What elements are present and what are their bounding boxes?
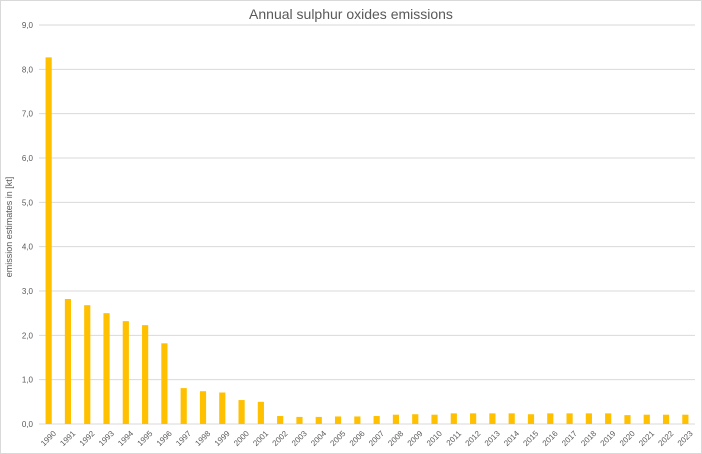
x-tick-label: 2001 xyxy=(251,429,270,448)
x-tick-label: 2006 xyxy=(348,429,367,448)
bar-1990 xyxy=(45,57,52,424)
x-tick-label: 1994 xyxy=(116,429,135,448)
bar-2022 xyxy=(662,414,670,424)
x-tick-label: 2021 xyxy=(637,429,656,448)
gridlines xyxy=(39,24,695,425)
x-tick-label: 2012 xyxy=(464,429,483,448)
bar-2002 xyxy=(277,416,284,424)
bar-2009 xyxy=(412,414,419,424)
x-tick-label: 2010 xyxy=(425,429,444,448)
bar-2005 xyxy=(334,416,342,424)
bar-1997 xyxy=(180,388,187,424)
chart-title: Annual sulphur oxides emissions xyxy=(249,6,453,22)
x-tick-label: 1995 xyxy=(136,429,155,448)
bar-1996 xyxy=(161,343,168,424)
bar-2018 xyxy=(585,413,592,424)
bar-2001 xyxy=(257,401,264,424)
x-tick-label: 1999 xyxy=(213,429,232,448)
bar-2015 xyxy=(527,414,535,424)
x-tick-label: 2019 xyxy=(599,429,618,448)
y-tick-label: 4,0 xyxy=(22,243,34,252)
bar-2000 xyxy=(238,400,245,424)
bars xyxy=(45,57,689,424)
y-axis-ticks: 0,0 1,0 2,0 3,0 4,0 5,0 6,0 7,0 8,0 9,0 xyxy=(22,21,34,429)
x-tick-label: 2002 xyxy=(271,429,290,448)
bar-2013 xyxy=(489,413,496,424)
bar-2020 xyxy=(624,415,631,424)
bar-1998 xyxy=(199,391,207,424)
x-tick-label: 2003 xyxy=(290,429,309,448)
x-tick-label: 1996 xyxy=(155,429,174,448)
bar-1993 xyxy=(103,313,110,424)
x-tick-label: 2014 xyxy=(502,429,521,448)
bar-2011 xyxy=(450,413,457,424)
bar-2006 xyxy=(354,416,361,424)
bar-2012 xyxy=(470,413,477,424)
y-tick-label: 7,0 xyxy=(22,110,34,119)
bar-2008 xyxy=(392,414,400,424)
x-tick-label: 2022 xyxy=(656,429,675,448)
x-tick-label: 2008 xyxy=(386,429,405,448)
x-tick-label: 2013 xyxy=(483,429,502,448)
x-tick-label: 2016 xyxy=(541,429,560,448)
x-tick-label: 2018 xyxy=(579,429,598,448)
x-tick-label: 1991 xyxy=(58,429,77,448)
x-tick-label: 1990 xyxy=(39,429,58,448)
x-tick-label: 2004 xyxy=(309,429,328,448)
y-tick-label: 3,0 xyxy=(22,287,34,296)
x-tick-label: 2005 xyxy=(328,429,347,448)
bar-2014 xyxy=(508,413,515,424)
x-tick-label: 1997 xyxy=(174,429,193,448)
y-tick-label: 5,0 xyxy=(22,198,34,207)
y-tick-label: 1,0 xyxy=(22,376,34,385)
y-tick-label: 8,0 xyxy=(22,65,34,74)
bar-2023 xyxy=(682,414,689,424)
x-tick-label: 2015 xyxy=(521,429,540,448)
bar-2007 xyxy=(373,416,380,424)
y-axis-label: emission estimates in [kt] xyxy=(4,177,14,278)
x-axis-ticks: 1990 1991 1992 1993 1994 1995 1996 1997 1998 1999… xyxy=(39,429,695,448)
x-tick-label: 2007 xyxy=(367,429,386,448)
bar-1992 xyxy=(84,305,91,424)
y-tick-label: 2,0 xyxy=(22,331,34,340)
x-tick-label: 2009 xyxy=(406,429,425,448)
x-tick-label: 1998 xyxy=(193,429,212,448)
x-tick-label: 1992 xyxy=(78,429,97,448)
x-tick-label: 2020 xyxy=(618,429,637,448)
bar-1999 xyxy=(219,392,226,424)
bar-2004 xyxy=(315,416,322,424)
bar-2003 xyxy=(296,416,303,424)
x-tick-label: 2011 xyxy=(445,429,464,448)
x-tick-label: 1993 xyxy=(97,429,116,448)
y-tick-label: 0,0 xyxy=(22,420,34,429)
bar-2017 xyxy=(566,413,573,424)
bar-1991 xyxy=(64,298,72,424)
bar-2016 xyxy=(547,413,554,424)
bar-1994 xyxy=(122,321,129,424)
bar-2019 xyxy=(605,413,612,424)
bar-1995 xyxy=(142,325,149,424)
bar-2010 xyxy=(431,414,438,424)
x-tick-label: 2017 xyxy=(560,429,579,448)
x-tick-label: 2023 xyxy=(676,429,695,448)
x-tick-label: 2000 xyxy=(232,429,251,448)
y-tick-label: 6,0 xyxy=(22,154,34,163)
bar-2021 xyxy=(643,414,650,424)
y-tick-label: 9,0 xyxy=(22,21,34,30)
